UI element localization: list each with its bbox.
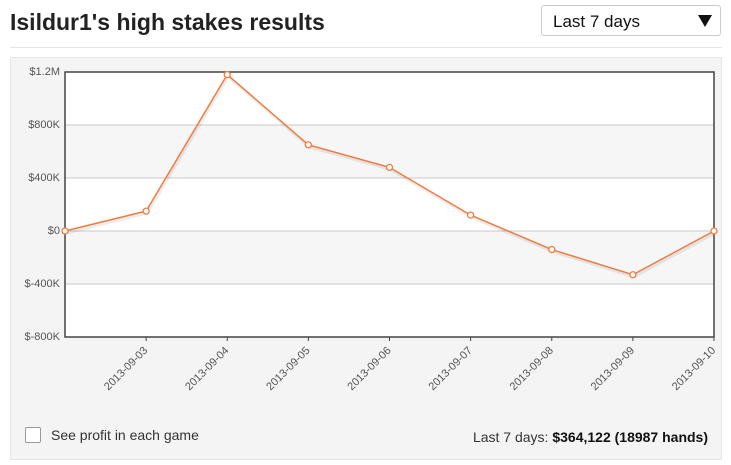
y-tick-label: $-800K xyxy=(25,331,61,343)
data-point xyxy=(710,227,718,235)
y-tick-label: $1.2M xyxy=(29,66,60,78)
x-tick-label: 2013-09-04 xyxy=(183,345,231,393)
page-title: Isildur1's high stakes results xyxy=(10,9,325,35)
y-tick-label: $800K xyxy=(28,119,60,131)
dropdown-label: Last 7 days xyxy=(553,12,640,31)
range-dropdown[interactable]: Last 7 days xyxy=(541,5,721,36)
data-point xyxy=(304,141,313,149)
data-point xyxy=(223,71,231,79)
x-tick-label: 2013-09-10 xyxy=(670,345,718,393)
x-tick-label: 2013-09-08 xyxy=(508,345,556,393)
chart: $-800K $-400K $0 $400K $800K $1.2M 2013-09-03 2… xyxy=(25,66,719,393)
data-point xyxy=(466,211,475,219)
x-tick-label: 2013-09-05 xyxy=(264,345,312,393)
y-tick-label: $-400K xyxy=(25,278,61,290)
profit-toggle[interactable]: See profit in each game xyxy=(25,427,199,443)
separator xyxy=(10,47,722,48)
plot-area xyxy=(65,72,714,337)
data-point xyxy=(629,271,637,279)
y-tick-label: $400K xyxy=(28,172,60,184)
y-tick-label: $0 xyxy=(48,225,60,237)
data-point xyxy=(61,227,69,235)
summary: Last 7 days: $364,122 (18987 hands) xyxy=(473,429,708,445)
data-point xyxy=(142,207,150,215)
x-tick-label: 2013-09-03 xyxy=(102,345,150,393)
data-point xyxy=(548,245,556,254)
x-tick-label: 2013-09-09 xyxy=(589,345,637,393)
summary-label: Last 7 days: xyxy=(472,429,549,445)
checkbox-label: See profit in each game xyxy=(51,427,199,443)
checkbox[interactable] xyxy=(25,427,41,443)
x-tick-label: 2013-09-07 xyxy=(427,345,475,393)
summary-value: $364,122 (18987 hands) xyxy=(552,429,708,445)
data-point xyxy=(385,163,394,172)
dropdown-arrow xyxy=(698,15,712,27)
x-tick-label: 2013-09-06 xyxy=(345,345,393,393)
plot-band xyxy=(65,231,714,284)
